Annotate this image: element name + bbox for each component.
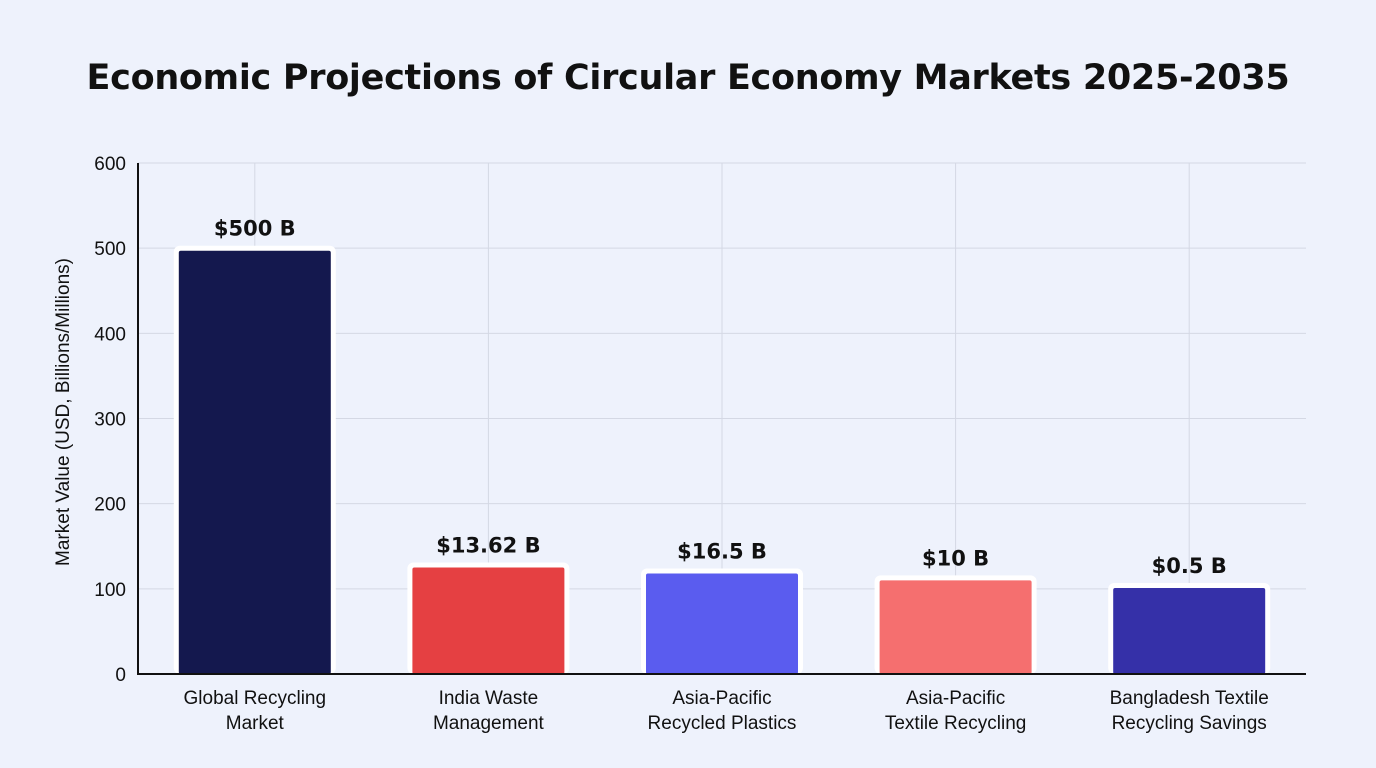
x-tick-label: India Waste xyxy=(439,688,539,709)
data-label: $16.5 B xyxy=(677,540,767,564)
y-tick-label: 600 xyxy=(94,154,126,175)
x-tick-label: Global Recycling xyxy=(184,688,327,709)
y-tick-label: 200 xyxy=(94,495,126,516)
labels: 0 100 200 300 400 500 600 $500 B Global Recyclin… xyxy=(53,154,1269,734)
x-tick-label: Asia-Pacific xyxy=(672,688,771,709)
data-label: $0.5 B xyxy=(1152,554,1227,578)
y-tick-label: 400 xyxy=(94,324,126,345)
data-label: $500 B xyxy=(214,217,296,241)
axes xyxy=(137,163,1306,675)
x-tick-label: Market xyxy=(226,713,285,734)
bar xyxy=(178,250,331,674)
y-tick-label: 100 xyxy=(94,580,126,601)
x-tick-label: Textile Recycling xyxy=(885,713,1027,734)
y-axis-title: Market Value (USD, Billions/Millions) xyxy=(53,258,74,566)
x-tick-label: Recycled Plastics xyxy=(648,713,797,734)
bar xyxy=(646,573,798,674)
chart-title: Economic Projections of Circular Economy… xyxy=(86,58,1290,98)
x-tick-label: Bangladesh Textile xyxy=(1110,688,1269,709)
bars xyxy=(173,245,1271,674)
data-label: $10 B xyxy=(922,546,989,570)
bar xyxy=(879,580,1032,674)
data-label: $13.62 B xyxy=(436,534,540,558)
y-tick-label: 500 xyxy=(94,239,126,260)
x-tick-label: Management xyxy=(433,713,545,734)
bar xyxy=(412,567,565,674)
y-tick-label: 0 xyxy=(115,665,126,686)
bar xyxy=(1113,587,1266,674)
x-tick-label: Asia-Pacific xyxy=(906,688,1005,709)
x-tick-label: Recycling Savings xyxy=(1112,713,1267,734)
y-tick-label: 300 xyxy=(94,410,126,431)
